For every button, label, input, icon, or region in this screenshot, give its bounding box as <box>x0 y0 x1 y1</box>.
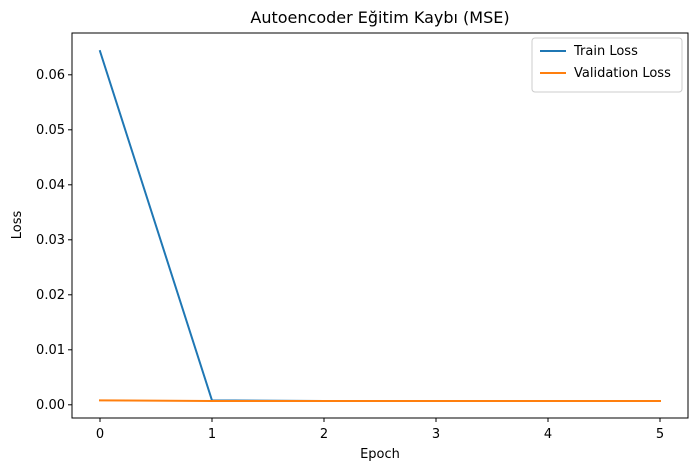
y-tick-label: 0.02 <box>36 288 65 303</box>
y-axis-label: Loss <box>10 211 25 240</box>
series-layer <box>98 49 661 402</box>
x-tick-label: 1 <box>208 427 216 442</box>
x-axis-label: Epoch <box>360 447 400 462</box>
legend-label-0: Train Loss <box>573 44 638 59</box>
x-tick-label: 0 <box>96 427 104 442</box>
legend-box <box>531 37 683 93</box>
y-axis: 0.00 0.01 0.02 0.03 0.04 0.05 0.06 <box>36 68 72 413</box>
x-axis: 0 1 2 3 4 5 <box>96 418 664 442</box>
plot-area <box>71 32 689 419</box>
x-tick-label: 2 <box>320 427 328 442</box>
x-tick-label: 5 <box>656 427 664 442</box>
legend-label-1: Validation Loss <box>574 66 671 81</box>
x-tick-label: 3 <box>432 427 440 442</box>
y-tick-label: 0.00 <box>36 398 65 413</box>
series-line-1 <box>98 399 661 402</box>
y-tick-label: 0.03 <box>36 233 65 248</box>
y-tick-label: 0.04 <box>36 178 65 193</box>
y-tick-label: 0.01 <box>36 343 65 358</box>
y-tick-label: 0.06 <box>36 68 65 83</box>
legend: Train Loss Validation Loss <box>531 37 683 93</box>
chart-title: Autoencoder Eğitim Kaybı (MSE) <box>250 8 509 27</box>
x-tick-label: 4 <box>544 427 552 442</box>
y-tick-label: 0.05 <box>36 123 65 138</box>
